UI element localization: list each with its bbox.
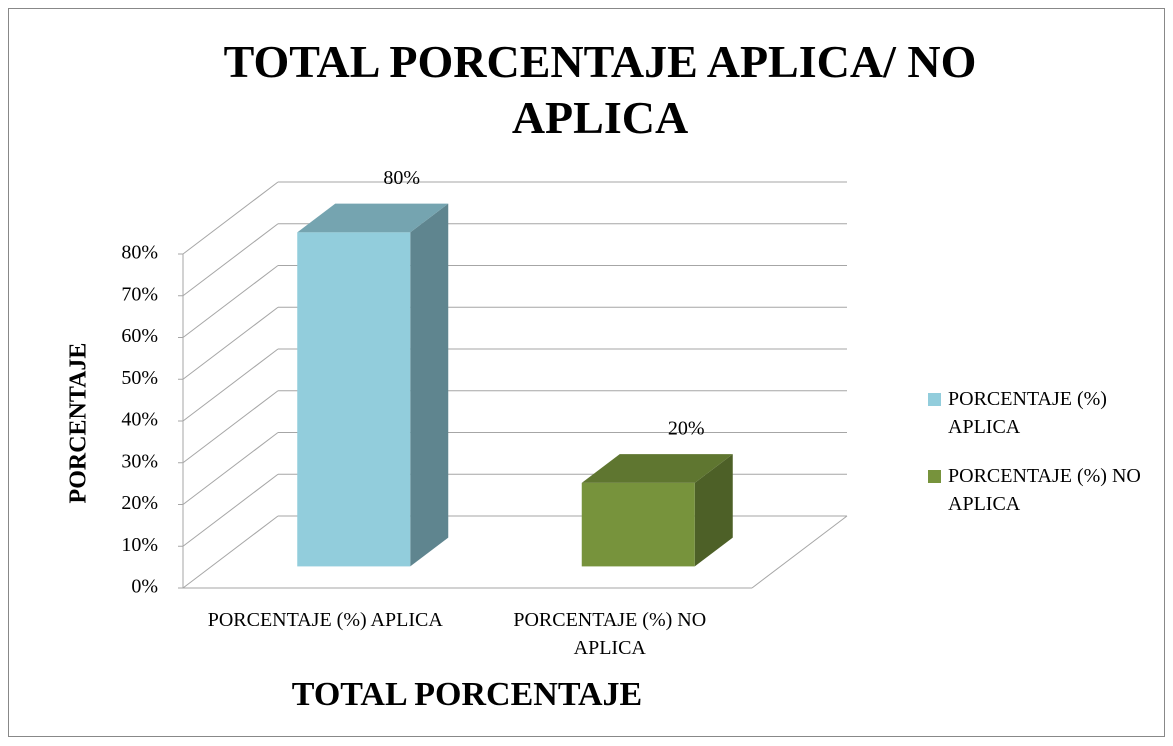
y-tick-label: 70% (121, 283, 158, 305)
grid-line (182, 223, 279, 297)
chart-title: TOTAL PORCENTAJE APLICA/ NO APLICA (223, 36, 977, 143)
x-tick-label: PORCENTAJE (%) APLICA (207, 609, 443, 631)
data-label: 20% (668, 418, 705, 440)
legend-label: PORCENTAJE (%) NO APLICA (948, 465, 1141, 515)
bar-side (694, 454, 733, 567)
y-tick-label: 50% (121, 367, 158, 389)
chart-border (8, 8, 1165, 737)
grid-line (182, 390, 279, 464)
floor-edge (751, 515, 848, 589)
bar (297, 232, 411, 567)
legend-entry: PORCENTAJE (%) NO APLICA (928, 462, 1173, 518)
y-tick-label: 0% (131, 576, 158, 598)
grid-line (182, 181, 279, 255)
legend-label: PORCENTAJE (%) APLICA (948, 388, 1107, 438)
y-tick-label: 60% (121, 325, 158, 347)
grid-line (182, 515, 279, 589)
grid-line (182, 473, 279, 547)
y-tick-label: 80% (121, 242, 158, 264)
grid-line (182, 348, 279, 422)
y-axis-title: PORCENTAJE (66, 343, 92, 504)
legend-entry: PORCENTAJE (%) APLICA (928, 385, 1173, 441)
bar-side (410, 203, 449, 567)
y-tick-label: 20% (121, 492, 158, 514)
bar-top (297, 203, 449, 233)
bar (581, 482, 695, 567)
grid-line (182, 432, 279, 505)
bar-top (581, 454, 733, 483)
x-tick-label: PORCENTAJE (%) NO APLICA (513, 609, 707, 659)
grid-line (182, 265, 279, 338)
grid-line (182, 306, 279, 380)
legend-swatch (928, 470, 941, 483)
x-axis-title: TOTAL PORCENTAJE (291, 676, 643, 713)
y-tick-label: 10% (121, 534, 158, 556)
y-tick-label: 30% (121, 450, 158, 472)
legend-swatch (928, 393, 941, 406)
y-tick-label: 40% (121, 409, 158, 431)
data-label: 80% (383, 167, 420, 189)
